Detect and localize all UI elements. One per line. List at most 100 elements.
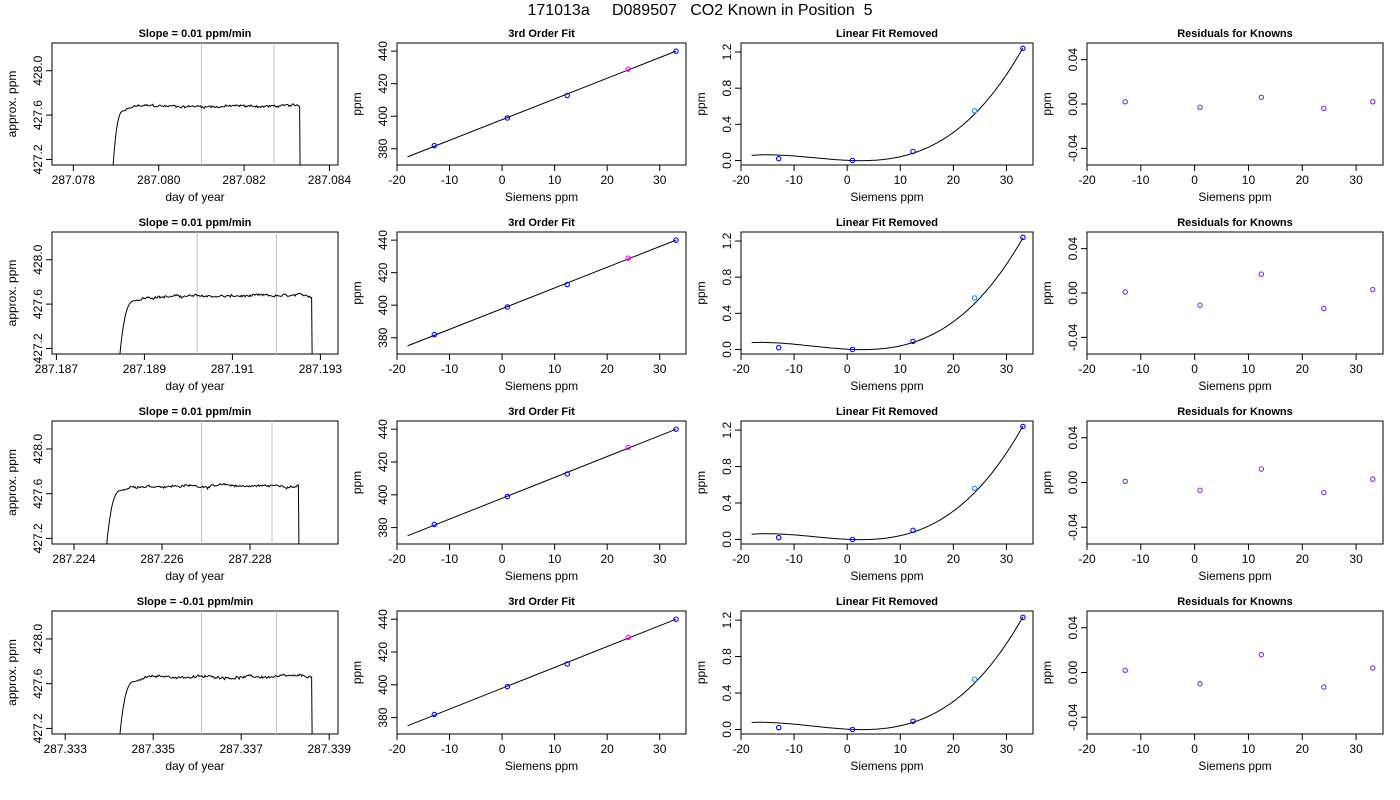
y-tick-label: 428.0 — [31, 624, 45, 654]
x-tick-label: -10 — [785, 742, 803, 756]
data-point — [1321, 489, 1327, 496]
plot-area — [407, 237, 679, 347]
data-point — [564, 92, 570, 99]
x-axis-label: day of year — [165, 759, 224, 773]
data-point — [1122, 667, 1128, 674]
y-tick-label: -0.04 — [1066, 134, 1080, 162]
residual-fit-curve — [751, 616, 1024, 731]
x-tick-label: 20 — [947, 742, 961, 756]
plot-area — [1122, 466, 1376, 496]
fit-line — [407, 618, 677, 727]
fit-line — [407, 239, 677, 347]
panel-r4-c4: Residuals for Knowns -20 -10 0 10 20 30 -0.04 0.… — [1040, 596, 1384, 773]
x-tick-label: 0 — [844, 742, 851, 756]
data-point — [1122, 478, 1128, 485]
plot-area — [407, 48, 679, 158]
data-point — [431, 521, 438, 528]
plot-area — [407, 426, 679, 537]
y-tick-label: 440 — [376, 230, 390, 250]
y-tick-label: 0.0 — [720, 721, 734, 738]
y-tick-label: 1.2 — [720, 421, 734, 438]
x-tick-label: 0 — [844, 552, 851, 566]
plot-area — [1122, 651, 1376, 690]
data-point — [625, 634, 631, 641]
x-tick-label: 20 — [947, 173, 961, 187]
data-point — [673, 426, 679, 432]
data-point — [775, 534, 782, 541]
x-axis-label: day of year — [165, 569, 224, 583]
y-tick-label: 0.04 — [1066, 616, 1080, 640]
plot-frame — [396, 42, 687, 166]
plot-area — [751, 423, 1026, 543]
x-tick-label: 10 — [1242, 552, 1256, 566]
y-tick-label: 428.0 — [31, 244, 45, 274]
panel-r3-c1: Slope = 0.01 ppm/min 287.224 287.226 287.22… — [5, 406, 339, 583]
panel-r2-c2: 3rd Order Fit -20 -10 0 10 20 30 380 400 420 440 Si… — [350, 217, 687, 393]
data-point — [564, 281, 570, 288]
plot-frame — [740, 610, 1034, 735]
x-tick-label: -10 — [785, 362, 803, 376]
data-point — [431, 711, 438, 718]
x-axis-label: Siemens ppm — [850, 190, 923, 204]
y-tick-label: 427.6 — [31, 668, 45, 698]
x-tick-label: 287.082 — [222, 173, 266, 187]
fit-line — [407, 50, 677, 158]
plot-frame — [740, 231, 1034, 355]
y-tick-label: 380 — [376, 707, 390, 727]
y-tick-label: 427.6 — [31, 100, 45, 130]
x-tick-label: 20 — [1296, 552, 1310, 566]
x-tick-label: 10 — [894, 173, 908, 187]
y-tick-label: 400 — [376, 295, 390, 315]
y-axis-label: approx. ppm — [5, 639, 19, 706]
y-tick-label: 380 — [376, 517, 390, 537]
x-tick-label: -20 — [388, 742, 406, 756]
y-tick-label: 0.4 — [720, 494, 734, 511]
x-tick-label: -10 — [1132, 742, 1150, 756]
x-tick-label: -10 — [441, 552, 459, 566]
x-tick-label: 0 — [1191, 742, 1198, 756]
x-tick-label: 287.189 — [123, 362, 167, 376]
y-tick-label: 420 — [376, 642, 390, 662]
plot-frame — [1086, 231, 1384, 355]
x-tick-label: 30 — [1000, 552, 1014, 566]
y-tick-label: 0.4 — [720, 305, 734, 322]
data-point — [1370, 476, 1376, 482]
y-tick-label: 0.00 — [1066, 92, 1080, 116]
data-point — [971, 295, 978, 301]
panel-r4-c2: 3rd Order Fit -20 -10 0 10 20 30 380 400 420 440 Si… — [350, 596, 687, 773]
y-tick-label: 440 — [376, 609, 390, 629]
x-axis-label: Siemens ppm — [1198, 379, 1271, 393]
x-tick-label: 30 — [1000, 173, 1014, 187]
y-tick-label: 427.2 — [31, 523, 45, 553]
x-tick-label: 10 — [894, 742, 908, 756]
x-tick-label: 0 — [499, 173, 506, 187]
y-tick-label: -0.04 — [1066, 513, 1080, 541]
panel-r1-c2: 3rd Order Fit -20 -10 0 10 20 30 380 400 420 440 Si… — [350, 28, 687, 204]
data-point — [504, 115, 511, 121]
data-point — [849, 726, 856, 733]
y-tick-label: 0.8 — [720, 269, 734, 286]
x-axis-label: day of year — [165, 190, 224, 204]
x-tick-label: 20 — [947, 362, 961, 376]
panel-r3-c2: 3rd Order Fit -20 -10 0 10 20 30 380 400 420 440 Si… — [350, 406, 687, 583]
x-tick-label: -20 — [1078, 173, 1096, 187]
y-tick-label: 428.0 — [31, 55, 45, 85]
plot-area — [119, 611, 313, 734]
y-axis-label: ppm — [1040, 92, 1054, 115]
x-tick-label: 30 — [653, 362, 667, 376]
y-tick-label: 1.2 — [720, 43, 734, 60]
plot-area — [106, 421, 300, 544]
data-point — [564, 471, 570, 477]
panel-title: 3rd Order Fit — [508, 596, 575, 608]
panel-r2-c4: Residuals for Knowns -20 -10 0 10 20 30 -0.04 0.… — [1040, 217, 1384, 393]
data-point — [775, 724, 782, 731]
ppm-trace-line — [112, 103, 301, 165]
x-tick-label: 0 — [499, 742, 506, 756]
x-tick-label: 0 — [499, 552, 506, 566]
x-tick-label: 20 — [601, 552, 615, 566]
x-tick-label: 287.224 — [52, 552, 96, 566]
plot-area — [1122, 94, 1376, 112]
y-axis-label: ppm — [694, 471, 708, 494]
data-point — [1197, 302, 1203, 308]
plot-frame — [396, 610, 687, 735]
